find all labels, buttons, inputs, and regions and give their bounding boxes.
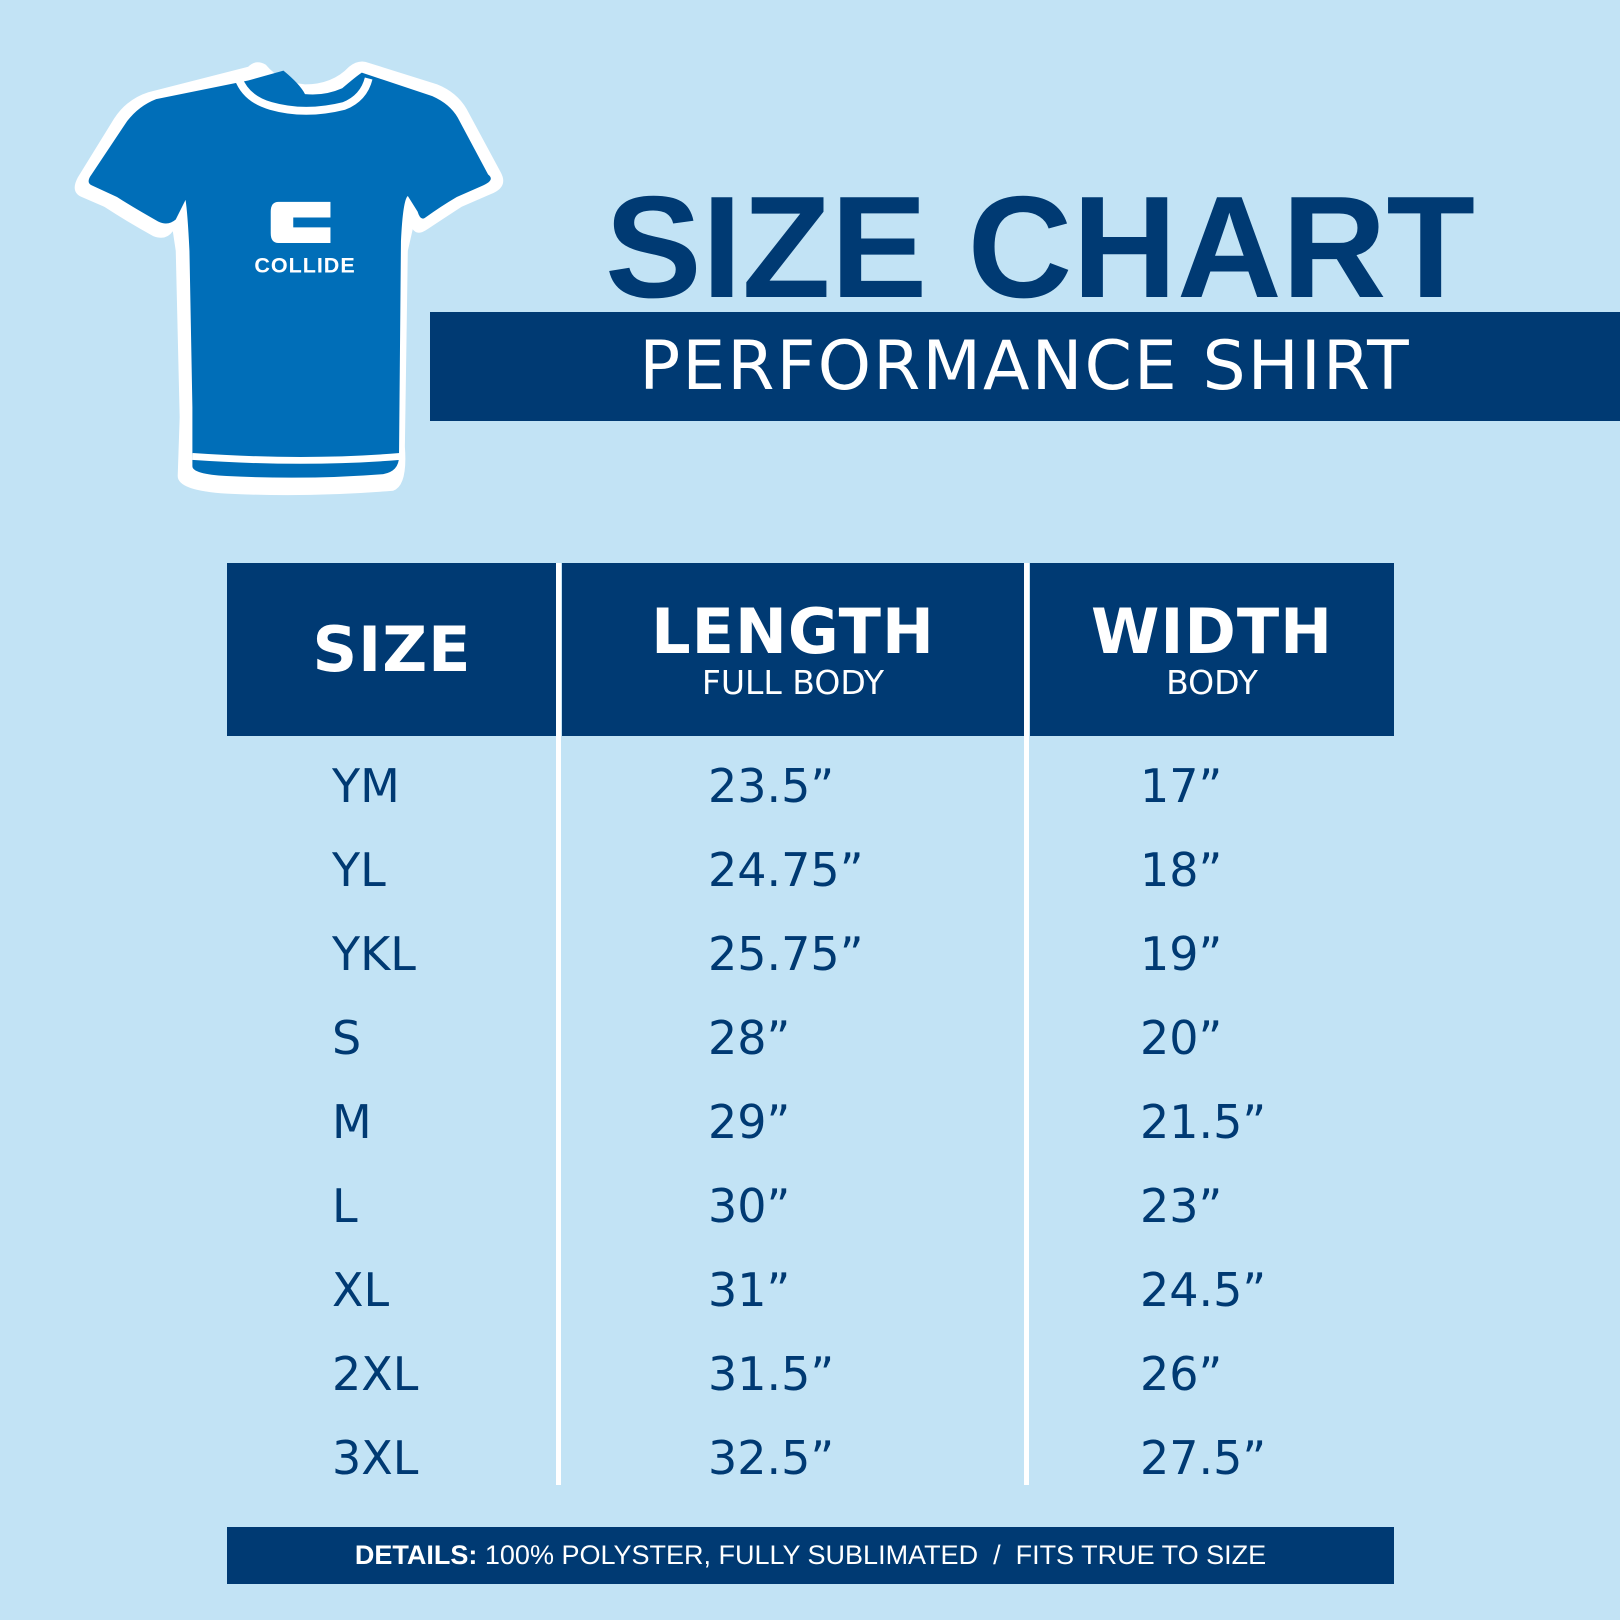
length-cell: 23.5” xyxy=(708,759,835,813)
column-header-sublabel: FULL BODY xyxy=(701,662,885,702)
size-cell: S xyxy=(332,1011,362,1065)
size-cell: XL xyxy=(332,1263,390,1317)
logo-text: COLLIDE xyxy=(254,253,355,277)
length-cell: 24.75” xyxy=(708,843,864,897)
column-header-width: WIDTH BODY xyxy=(1030,563,1394,736)
length-cell: 32.5” xyxy=(708,1431,835,1485)
length-cell: 30” xyxy=(708,1179,791,1233)
size-cell: 2XL xyxy=(332,1347,419,1401)
collide-logo: COLLIDE xyxy=(254,201,355,277)
width-cell: 27.5” xyxy=(1140,1431,1267,1485)
column-divider xyxy=(1024,563,1029,1485)
details-label: DETAILS: xyxy=(354,1540,478,1570)
width-cell: 21.5” xyxy=(1140,1095,1267,1149)
length-cell: 31.5” xyxy=(708,1347,835,1401)
page-subtitle: PERFORMANCE SHIRT xyxy=(639,327,1411,406)
length-cell: 31” xyxy=(708,1263,791,1317)
details-footer: DETAILS: 100% POLYSTER, FULLY SUBLIMATED… xyxy=(227,1527,1394,1584)
column-header-label: WIDTH xyxy=(1090,594,1334,668)
page-title: SIZE CHART xyxy=(605,166,1475,328)
tshirt-illustration: COLLIDE xyxy=(74,61,504,496)
width-cell: 18” xyxy=(1140,843,1223,897)
size-cell: M xyxy=(332,1095,372,1149)
length-cell: 25.75” xyxy=(708,927,864,981)
size-cell: L xyxy=(332,1179,358,1233)
column-divider xyxy=(556,563,561,1485)
length-cell: 28” xyxy=(708,1011,791,1065)
width-cell: 19” xyxy=(1140,927,1223,981)
width-cell: 17” xyxy=(1140,759,1223,813)
width-cell: 26” xyxy=(1140,1347,1223,1401)
size-cell: YKL xyxy=(332,927,416,981)
subtitle-banner xyxy=(430,312,1620,421)
column-header-label: SIZE xyxy=(312,612,472,686)
width-cell: 23” xyxy=(1140,1179,1223,1233)
details-text: 100% POLYSTER, FULLY SUBLIMATED / FITS T… xyxy=(484,1540,1267,1570)
column-header-sublabel: BODY xyxy=(1166,662,1258,702)
size-cell: YM xyxy=(332,759,400,813)
length-cell: 29” xyxy=(708,1095,791,1149)
column-header-size: SIZE xyxy=(227,563,557,736)
column-header-length: LENGTH FULL BODY xyxy=(562,563,1024,736)
column-header-label: LENGTH xyxy=(651,594,935,668)
size-cell: 3XL xyxy=(332,1431,419,1485)
size-cell: YL xyxy=(332,843,386,897)
width-cell: 20” xyxy=(1140,1011,1223,1065)
width-cell: 24.5” xyxy=(1140,1263,1267,1317)
